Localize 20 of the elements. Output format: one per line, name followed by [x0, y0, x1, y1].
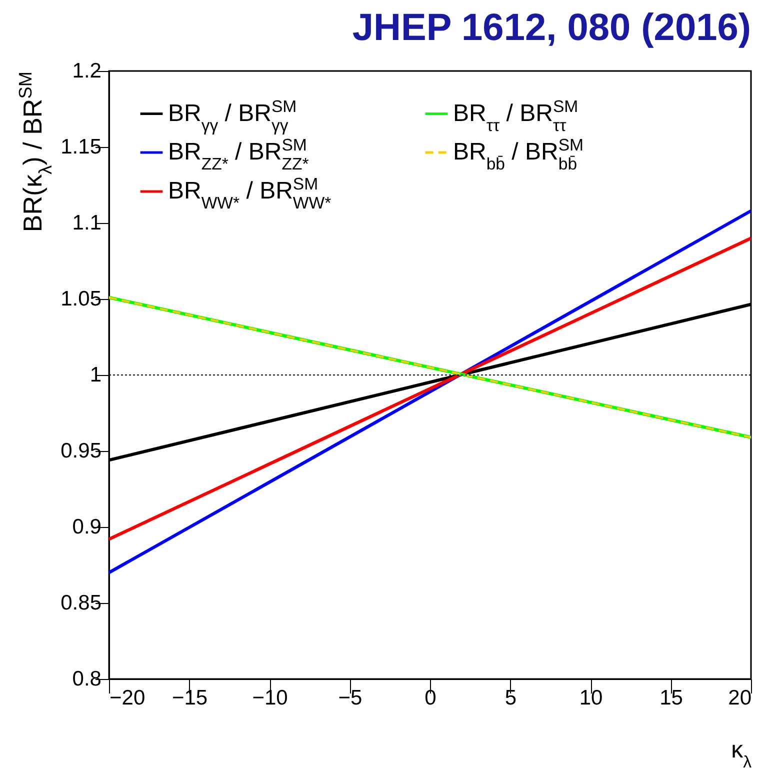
y-tick-label: 1 — [90, 364, 102, 386]
y-tick-label: 0.95 — [60, 440, 102, 462]
x-tick-label: 10 — [579, 686, 603, 710]
x-tick-label: −15 — [172, 686, 208, 710]
y-tick-label: 1.1 — [72, 212, 102, 234]
y-tick-label: 1.2 — [72, 60, 102, 82]
x-tick-label: 0 — [424, 686, 436, 710]
x-tick-label: 15 — [660, 686, 683, 710]
y-tick-label: 1.05 — [60, 288, 102, 310]
x-tick-label: −10 — [252, 686, 288, 710]
x-tick-label: −20 — [110, 686, 146, 710]
chart-title: JHEP 1612, 080 (2016) — [352, 7, 751, 49]
y-tick-label: 0.85 — [60, 592, 102, 614]
x-tick-label: −5 — [338, 686, 362, 710]
y-tick-label: 0.8 — [72, 668, 102, 690]
x-axis-title: κ$_{λ}$ — [731, 736, 752, 771]
x-tick-label: 20 — [728, 686, 752, 710]
y-tick-label: 1.15 — [60, 136, 102, 158]
y-tick-label: 0.9 — [72, 516, 102, 538]
x-tick-label: 5 — [504, 686, 517, 710]
